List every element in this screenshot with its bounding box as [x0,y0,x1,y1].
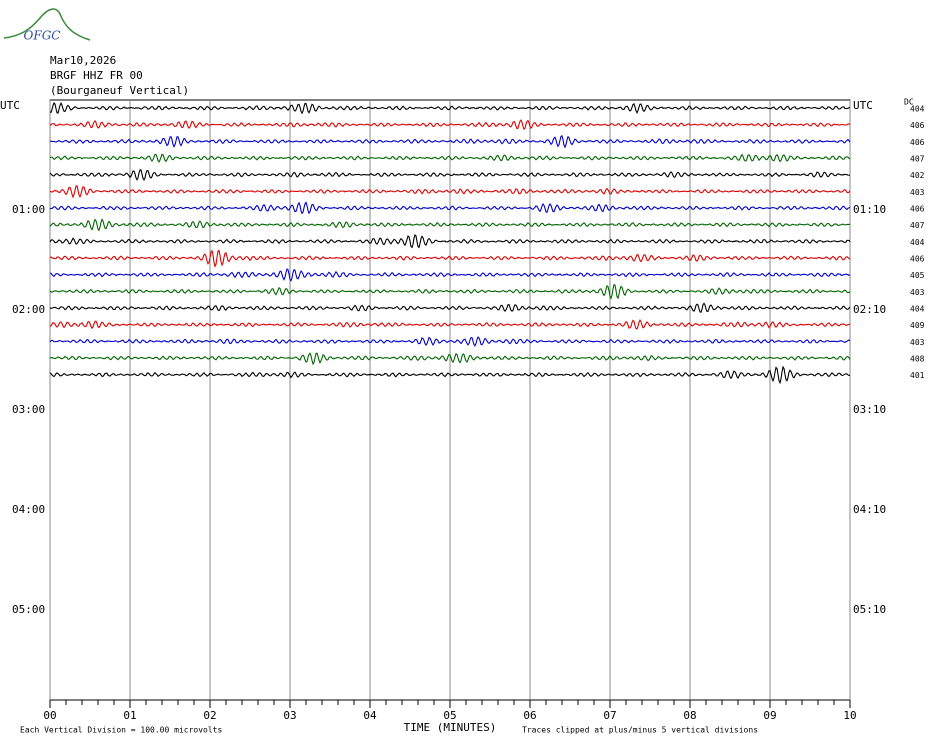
trace [49,302,851,313]
logo: OFGC [24,29,61,43]
left-time-label: 03:00 [12,403,45,416]
right-time-label: 04:10 [853,503,886,516]
right-time-label: 02:10 [853,303,886,316]
x-tick-label: 00 [43,709,56,722]
x-tick-label: 05 [443,709,456,722]
dc-value: 403 [910,288,925,297]
x-tick-label: 03 [283,709,296,722]
footer-left: Each Vertical Division = 100.00 microvol… [20,726,222,735]
x-tick-label: 07 [603,709,616,722]
x-axis-title: TIME (MINUTES) [404,721,497,734]
left-time-label: 01:00 [12,203,45,216]
dc-value: 405 [910,271,925,280]
dc-value: 409 [910,321,925,330]
left-time-label: 02:00 [12,303,45,316]
x-tick-label: 10 [843,709,856,722]
trace [49,283,851,300]
left-time-label: 04:00 [12,503,45,516]
footer-right: Traces clipped at plus/minus 5 vertical … [522,726,758,735]
x-tick-label: 04 [363,709,377,722]
header-station: BRGF HHZ FR 00 [50,69,143,82]
right-time-label: 03:10 [853,403,886,416]
header-location: (Bourganeuf Vertical) [50,84,189,97]
trace [49,249,851,268]
dc-value: 407 [910,221,925,230]
trace [49,201,851,215]
trace [49,318,851,330]
trace [49,185,851,199]
x-tick-label: 09 [763,709,776,722]
dc-value: 406 [910,255,925,264]
trace [49,268,851,282]
dc-value: 404 [910,305,925,314]
trace [49,119,851,131]
x-tick-label: 02 [203,709,216,722]
left-time-label: 05:00 [12,603,45,616]
dc-value: 404 [910,238,925,247]
right-time-label: 05:10 [853,603,886,616]
dc-label: DC [904,98,914,107]
dc-value: 403 [910,188,925,197]
dc-value: 403 [910,338,925,347]
dc-value: 401 [910,371,925,380]
dc-value: 406 [910,121,925,130]
x-tick-label: 08 [683,709,696,722]
left-time-label: UTC [0,99,20,112]
trace [49,365,851,385]
logo-curve [3,8,91,41]
dc-value: 404 [910,105,925,114]
dc-value: 408 [910,355,925,364]
dc-value: 406 [910,205,925,214]
trace [49,233,851,249]
dc-value: 407 [910,155,925,164]
header-date: Mar10,2026 [50,54,116,67]
trace [49,218,851,232]
x-tick-label: 06 [523,709,536,722]
trace [49,153,851,163]
x-tick-label: 01 [123,709,136,722]
trace [49,169,851,182]
dc-value: 402 [910,171,925,180]
trace [49,101,851,115]
trace [49,135,851,149]
trace [49,336,851,347]
right-time-label: UTC [853,99,873,112]
right-time-label: 01:10 [853,203,886,216]
dc-value: 406 [910,138,925,147]
trace [50,352,851,366]
